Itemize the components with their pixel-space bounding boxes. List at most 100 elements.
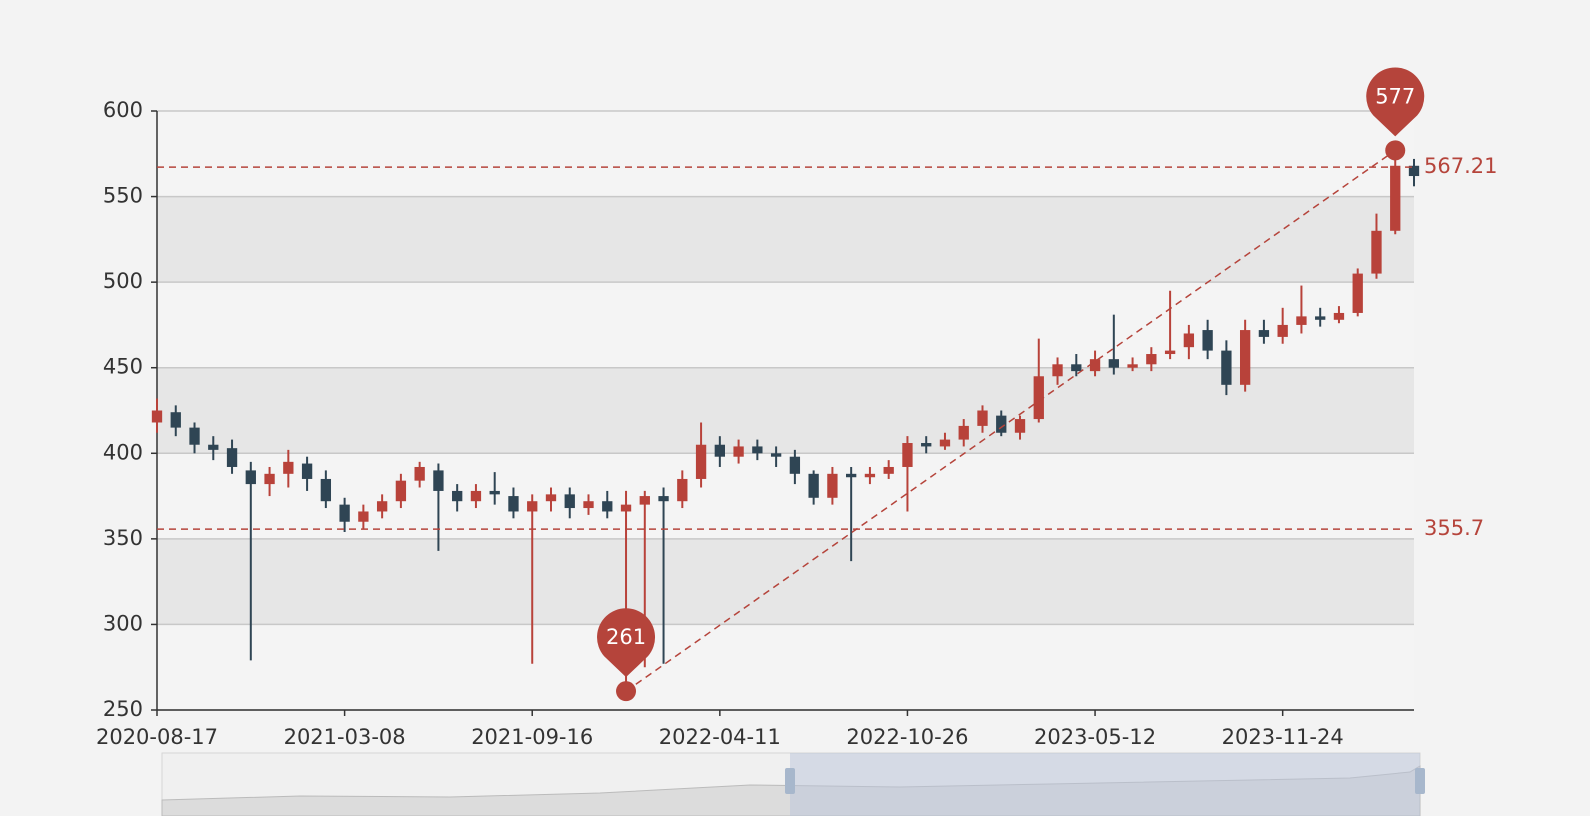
- candle-body: [1258, 330, 1270, 337]
- candle-body: [1108, 359, 1119, 368]
- candle-body: [1371, 230, 1382, 274]
- candle-body: [264, 473, 275, 485]
- split-area: [157, 282, 1414, 368]
- mark-point-pin: [1366, 67, 1425, 137]
- zoom-handle[interactable]: [1415, 768, 1425, 794]
- candle-body: [846, 473, 857, 478]
- candle-body: [658, 496, 669, 502]
- candle-body: [939, 439, 951, 447]
- candle-body: [883, 466, 894, 474]
- candle-body: [1127, 364, 1138, 368]
- zoom-window[interactable]: [790, 753, 1420, 816]
- candle-body: [1183, 333, 1195, 348]
- x-tick-label: 2022-04-11: [659, 725, 781, 749]
- candle-body: [639, 496, 650, 505]
- candle-body: [583, 501, 594, 509]
- split-area: [157, 624, 1414, 710]
- candle-body: [996, 415, 1007, 433]
- candle-body: [695, 444, 707, 479]
- candle-body: [452, 490, 463, 502]
- candle-body: [226, 448, 238, 467]
- x-tick-label: 2020-08-17: [96, 725, 218, 749]
- y-tick-label: 400: [103, 440, 143, 464]
- candle-body: [714, 444, 725, 457]
- data-zoom[interactable]: [161, 752, 1425, 816]
- x-tick-label: 2021-09-16: [471, 725, 593, 749]
- split-area: [157, 196, 1414, 283]
- mark-point-label: 261: [606, 625, 646, 649]
- mark-point-dot: [1385, 140, 1406, 161]
- mark-line-label: 355.7: [1424, 516, 1484, 540]
- candle-body: [1071, 364, 1082, 372]
- candle-body: [189, 427, 200, 445]
- candle-body: [564, 494, 575, 509]
- x-tick-label: 2023-05-12: [1034, 725, 1156, 749]
- candle-body: [151, 410, 163, 423]
- mark-point-link: [625, 149, 1396, 692]
- candle-body: [414, 466, 425, 481]
- candle-body: [470, 490, 482, 502]
- candle-body: [921, 443, 932, 447]
- candle-body: [395, 480, 407, 502]
- candle-body: [1315, 316, 1326, 320]
- split-area: [157, 453, 1414, 539]
- candle-body: [1089, 359, 1101, 372]
- candle-body: [170, 412, 181, 428]
- zoom-handle[interactable]: [785, 768, 795, 794]
- candle-body: [733, 446, 744, 457]
- candle-body: [1164, 350, 1176, 355]
- candle-body: [789, 456, 801, 474]
- candle-body: [864, 473, 876, 478]
- split-area: [157, 538, 1414, 625]
- candle-body: [508, 496, 519, 512]
- candle-body: [677, 478, 688, 502]
- mark-point-label: 577: [1375, 84, 1415, 108]
- candle-body: [358, 511, 369, 522]
- candle-body: [902, 443, 913, 467]
- candle-body: [1333, 312, 1345, 320]
- candle-body: [1033, 376, 1044, 420]
- candle-body: [545, 494, 557, 502]
- candle-body: [1202, 330, 1213, 351]
- candle-body: [283, 461, 294, 474]
- candle-body: [1239, 330, 1251, 385]
- candle-body: [1052, 364, 1063, 377]
- mark-point-dot: [616, 681, 637, 702]
- candle-body: [1390, 165, 1401, 231]
- candle-body: [527, 501, 538, 512]
- candle-body: [1352, 273, 1363, 313]
- mark-point-pin: [597, 608, 656, 678]
- x-tick-label: 2022-10-26: [846, 725, 968, 749]
- plot: 250 300 350 400 450 500 550 600 2020-08-17 2021-0…: [96, 67, 1497, 749]
- x-tick-label: 2021-03-08: [284, 725, 406, 749]
- candle-body: [1296, 316, 1307, 325]
- y-tick-label: 500: [103, 269, 143, 293]
- y-tick-label: 450: [103, 355, 143, 379]
- x-tick-label: 2023-11-24: [1222, 725, 1344, 749]
- candle-body: [977, 410, 988, 426]
- candle-body: [827, 473, 838, 498]
- mark-line-label: 567.21: [1424, 154, 1497, 178]
- candle-body: [958, 425, 969, 440]
- split-area: [157, 111, 1414, 197]
- candle-body: [339, 504, 350, 522]
- split-area: [157, 367, 1414, 454]
- candle-body: [602, 501, 613, 512]
- candle-body: [433, 470, 444, 491]
- y-tick-label: 600: [103, 98, 143, 122]
- candle-body: [301, 463, 313, 479]
- candle-body: [245, 470, 256, 485]
- candle-body: [620, 504, 632, 512]
- candle-body: [320, 478, 332, 502]
- candle-body: [1221, 350, 1232, 385]
- candle-body: [808, 473, 819, 498]
- candle-body: [1014, 419, 1026, 433]
- candle-body: [208, 444, 219, 450]
- y-tick-label: 300: [103, 611, 143, 635]
- y-tick-label: 250: [103, 697, 143, 721]
- candle-body: [1277, 324, 1288, 337]
- candle-body: [1146, 354, 1157, 365]
- candle-body: [376, 501, 388, 512]
